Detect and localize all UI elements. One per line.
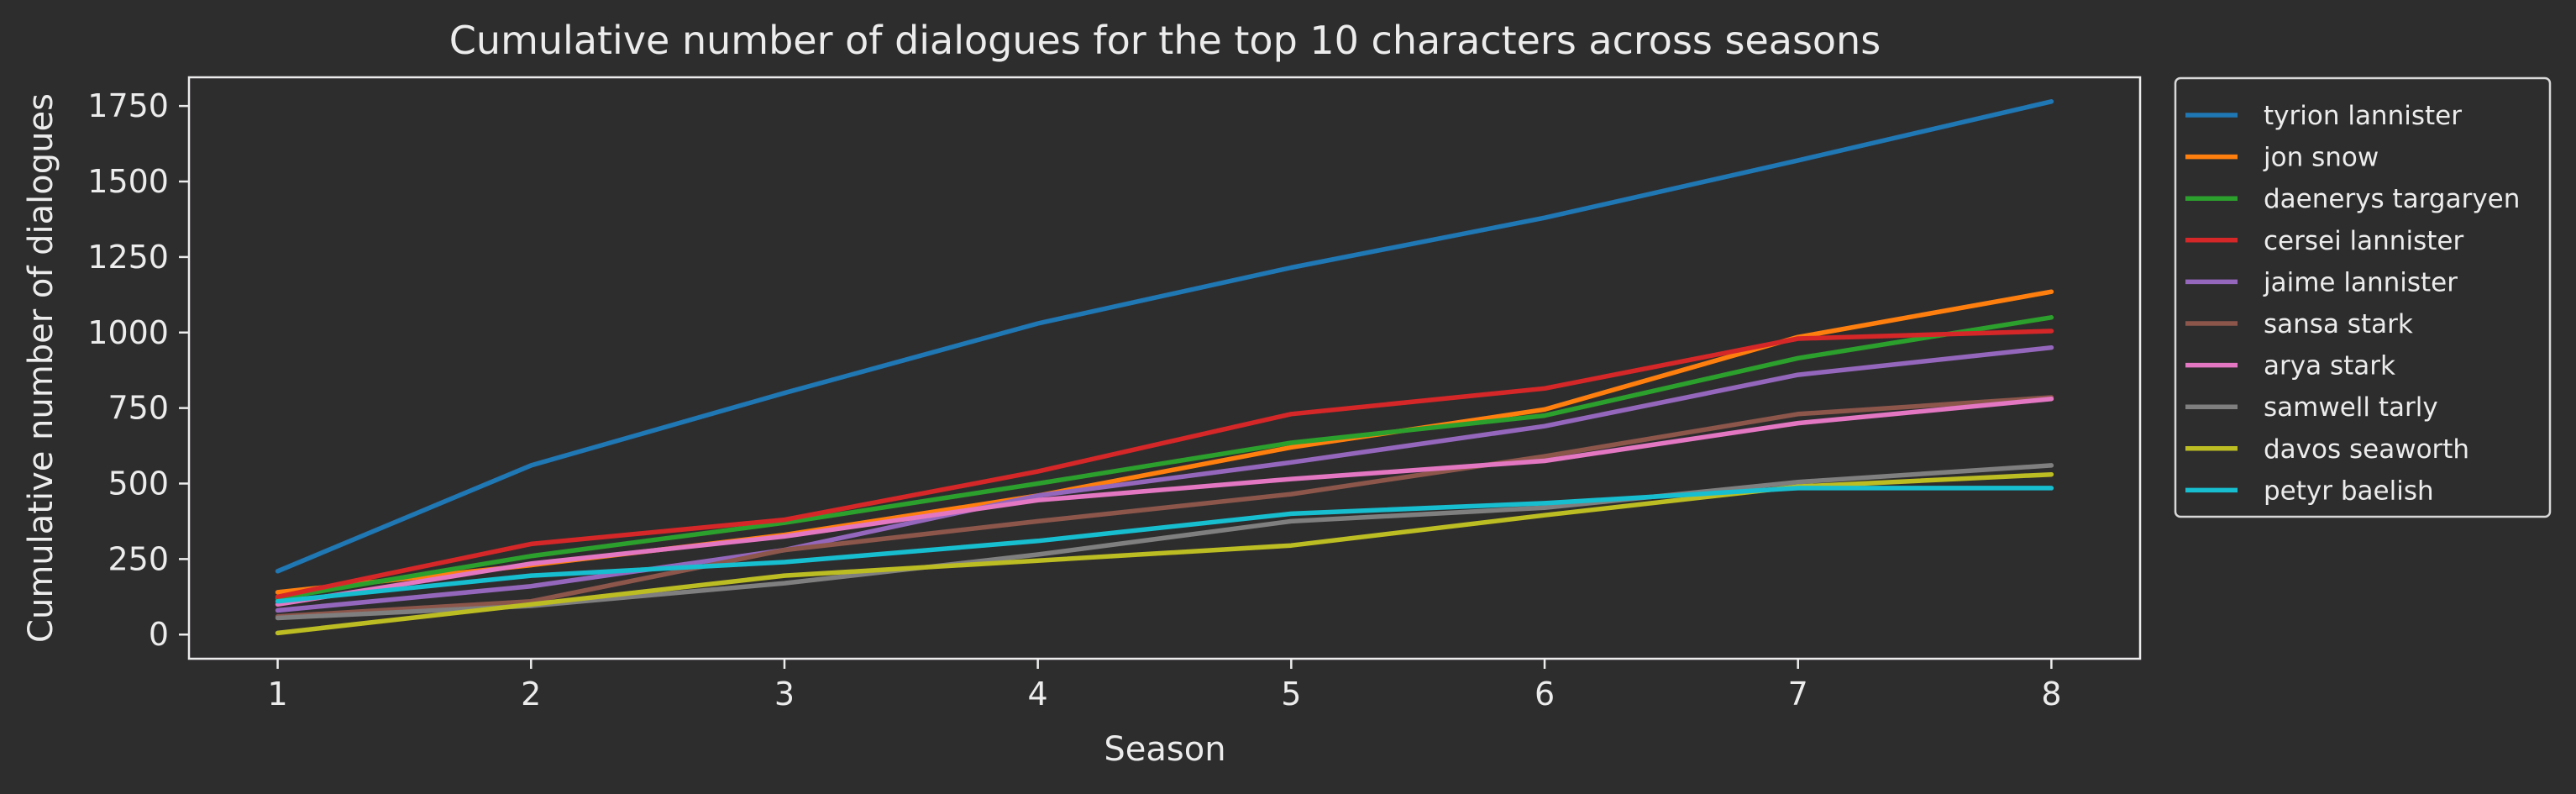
- x-tick-label: 2: [521, 676, 541, 712]
- chart-title: Cumulative number of dialogues for the t…: [449, 18, 1881, 63]
- series-line-arya-stark: [275, 397, 2054, 607]
- x-axis: 1 2 3 4 5 6 7 8: [267, 659, 2062, 712]
- series-lines: [275, 99, 2054, 636]
- x-tick-label: 3: [774, 676, 795, 712]
- y-axis-label: Cumulative number of dialogues: [22, 93, 60, 643]
- y-tick-label: 500: [108, 465, 169, 502]
- x-tick-label: 4: [1028, 676, 1048, 712]
- x-tick-label: 1: [267, 676, 287, 712]
- legend-label: daenerys targaryen: [2264, 184, 2520, 214]
- legend-label: tyrion lannister: [2264, 101, 2462, 131]
- legend-label: samwell tarly: [2264, 392, 2438, 423]
- legend-label: jaime lannister: [2263, 267, 2458, 297]
- y-tick-label: 250: [108, 540, 169, 577]
- series-line-cersei-lannister: [275, 329, 2054, 600]
- y-tick-label: 750: [108, 390, 169, 427]
- x-tick-label: 7: [1788, 676, 1808, 712]
- legend: tyrion lannister jon snow daenerys targary…: [2174, 76, 2552, 518]
- y-axis: 0 250 500 750 1000 1250 1500 1750: [87, 87, 189, 653]
- x-axis-label: Season: [1104, 730, 1225, 769]
- series-line-samwell-tarly: [275, 463, 2054, 621]
- x-tick-label: 8: [2041, 676, 2061, 712]
- plot-area: [187, 76, 2142, 660]
- y-tick-label: 1500: [87, 163, 169, 200]
- series-line-jaime-lannister: [275, 344, 2054, 613]
- legend-label: jon snow: [2263, 143, 2379, 173]
- series-line-tyrion-lannister: [275, 99, 2054, 574]
- x-tick-label: 5: [1281, 676, 1301, 712]
- legend-label: arya stark: [2264, 351, 2395, 381]
- legend-label: sansa stark: [2264, 309, 2413, 339]
- series-line-daenerys-targaryen: [275, 315, 2054, 601]
- legend-label: petyr baelish: [2264, 476, 2434, 506]
- y-tick-label: 1000: [87, 314, 169, 351]
- legend-box: [2174, 76, 2552, 518]
- legend-label: davos seaworth: [2264, 434, 2469, 465]
- series-line-sansa-stark: [275, 395, 2054, 619]
- y-tick-label: 0: [149, 616, 169, 653]
- x-tick-label: 6: [1535, 676, 1555, 712]
- series-line-petyr-baelish: [275, 486, 2054, 604]
- y-tick-label: 1750: [87, 87, 169, 124]
- legend-label: cersei lannister: [2264, 226, 2463, 256]
- y-tick-label: 1250: [87, 239, 169, 276]
